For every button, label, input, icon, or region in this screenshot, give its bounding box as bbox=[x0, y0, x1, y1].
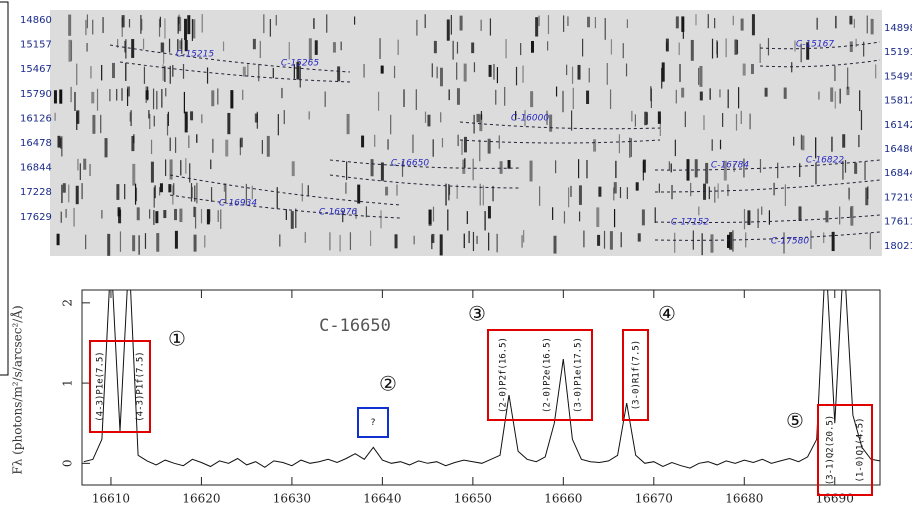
order-label: C-17580 bbox=[771, 237, 809, 247]
annotation-label: (1-0)Q1(4.5) bbox=[856, 417, 866, 482]
bracket bbox=[0, 1, 9, 376]
y-tick-label: 1 bbox=[61, 379, 75, 387]
row-label-right: 16142 bbox=[884, 120, 912, 131]
x-tick-label: 16640 bbox=[363, 492, 401, 506]
annotation-marker: ② bbox=[379, 372, 397, 396]
annotation-box bbox=[817, 404, 873, 496]
annotation-marker: ① bbox=[168, 327, 186, 351]
order-trace bbox=[109, 44, 351, 73]
annotation-box bbox=[487, 329, 593, 421]
y-tick-label: 2 bbox=[61, 299, 75, 307]
x-tick-label: 16620 bbox=[182, 492, 220, 506]
row-label-right: 16844 bbox=[884, 168, 912, 179]
order-trace bbox=[759, 41, 881, 50]
order-trace bbox=[169, 194, 401, 219]
row-label-right: 15495 bbox=[884, 71, 912, 82]
order-label: C-16000 bbox=[511, 114, 549, 124]
annotation-label: (3-0)P1e(17.5) bbox=[574, 337, 584, 413]
order-label: C-17152 bbox=[671, 218, 709, 228]
order-trace bbox=[459, 121, 661, 130]
row-label-right: 16486 bbox=[884, 144, 912, 155]
annotation-label: (3-1)Q2(20.5) bbox=[826, 415, 836, 485]
plot-title: C-16650 bbox=[319, 316, 391, 336]
order-trace bbox=[459, 139, 661, 144]
y-axis-label: Fλ (photons/m²/s/arcsec²/Å) bbox=[10, 305, 25, 474]
order-trace bbox=[169, 174, 401, 206]
x-tick-label: 16610 bbox=[92, 492, 130, 506]
annotation-marker: ③ bbox=[468, 302, 486, 326]
x-tick-label: 16690 bbox=[816, 492, 854, 506]
order-label: C-16784 bbox=[711, 161, 749, 171]
row-label-left: 17629 bbox=[20, 212, 52, 223]
y-tick-label: 0 bbox=[61, 460, 75, 468]
echelle-image bbox=[50, 10, 882, 256]
x-tick-label: 16650 bbox=[454, 492, 492, 506]
annotation-label: (3-0)R1f(7.5) bbox=[632, 340, 642, 410]
row-label-right: 14898 bbox=[884, 23, 912, 34]
plot-frame bbox=[81, 289, 881, 486]
row-label-left: 16126 bbox=[20, 113, 52, 124]
row-label-left: 15157 bbox=[20, 40, 52, 51]
row-label-left: 14860 bbox=[20, 15, 52, 26]
order-trace bbox=[759, 59, 881, 68]
row-label-left: 15790 bbox=[20, 89, 52, 100]
order-label: C-16822 bbox=[806, 156, 844, 166]
order-label: C-16650 bbox=[391, 159, 429, 169]
order-trace bbox=[119, 61, 351, 83]
row-label-left: 17228 bbox=[20, 187, 52, 198]
x-tick-label: 16630 bbox=[273, 492, 311, 506]
row-label-left: 15467 bbox=[20, 64, 52, 75]
annotation-label: (2-0)P2e(16.5) bbox=[543, 337, 553, 413]
x-tick-label: 16660 bbox=[544, 492, 582, 506]
order-label: C-15265 bbox=[281, 59, 319, 69]
annotation-marker: ⑤ bbox=[786, 409, 804, 433]
annotation-label: (4-3)P1e(7.5) bbox=[96, 351, 106, 421]
row-label-right: 15812 bbox=[884, 96, 912, 107]
annotation-label: (4-3)P1f(7.5) bbox=[136, 351, 146, 421]
order-label: C-15167 bbox=[796, 40, 834, 50]
annotation-label: ? bbox=[370, 418, 375, 428]
annotation-marker: ④ bbox=[658, 302, 676, 326]
x-tick-label: 16670 bbox=[635, 492, 673, 506]
order-label: C-15215 bbox=[176, 50, 214, 60]
order-label: C-16976 bbox=[319, 208, 357, 218]
row-label-right: 17219 bbox=[884, 192, 912, 203]
spectrum-line bbox=[83, 290, 880, 469]
annotation-box bbox=[622, 329, 649, 421]
annotation-box bbox=[357, 407, 389, 438]
row-label-left: 16844 bbox=[20, 163, 52, 174]
x-tick-label: 16680 bbox=[725, 492, 763, 506]
order-label: C-16934 bbox=[219, 199, 257, 209]
annotation-box bbox=[89, 340, 151, 433]
row-label-left: 16478 bbox=[20, 138, 52, 149]
annotation-label: (2-0)P2f(16.5) bbox=[499, 337, 509, 413]
